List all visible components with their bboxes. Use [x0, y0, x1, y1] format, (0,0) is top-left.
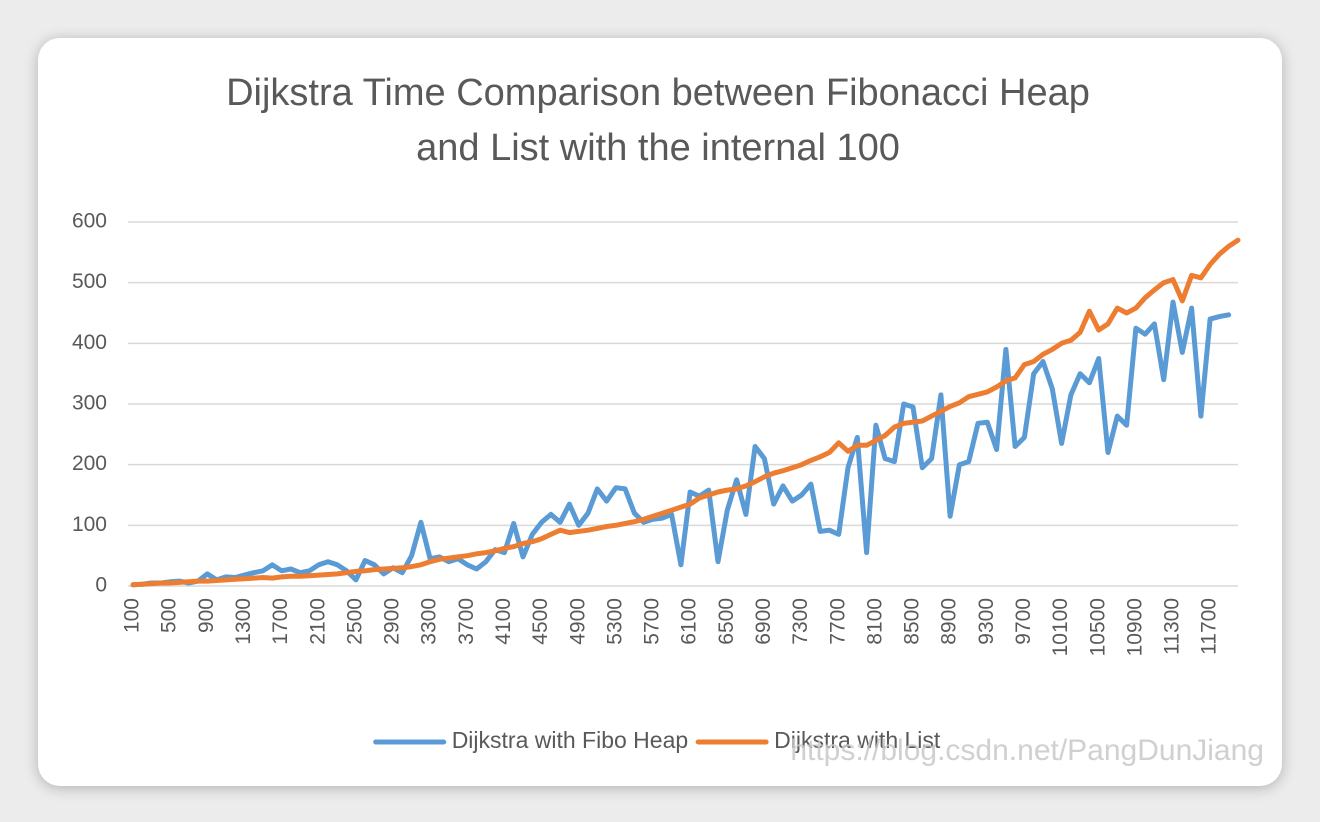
legend-label: Dijkstra with Fibo Heap: [452, 727, 688, 753]
y-tick-label: 300: [72, 392, 107, 415]
x-tick-label: 10100: [1049, 598, 1072, 656]
x-tick-label: 8900: [938, 598, 961, 645]
chart-title: Dijkstra Time Comparison between Fibonac…: [226, 72, 1090, 114]
watermark: https://blog.csdn.net/PangDunJiang: [790, 734, 1264, 767]
x-tick-label: 9300: [975, 598, 998, 645]
data-line: [130, 237, 1241, 588]
x-tick-label: 9700: [1012, 598, 1035, 645]
x-tick-label: 11700: [1198, 598, 1221, 655]
x-tick-label: 5300: [603, 598, 626, 645]
y-tick-label: 100: [72, 513, 107, 536]
x-tick-label: 6900: [752, 598, 775, 645]
x-tick-label: 1700: [269, 598, 292, 645]
x-tick-label: 2100: [306, 598, 329, 645]
x-tick-label: 4900: [566, 598, 589, 645]
x-tick-label: 8100: [863, 598, 886, 645]
x-tick-label: 5700: [641, 598, 664, 645]
x-tick-label: 8500: [901, 598, 924, 645]
x-tick-label: 7300: [789, 598, 812, 645]
x-tick-label: 4100: [492, 598, 515, 645]
x-tick-label: 4500: [529, 598, 552, 645]
x-tick-label: 3300: [418, 598, 441, 645]
data-line: [130, 299, 1232, 588]
x-tick-label: 10500: [1086, 598, 1109, 656]
chart-title: and List with the internal 100: [416, 127, 900, 169]
x-tick-label: 500: [158, 598, 181, 633]
y-tick-label: 500: [72, 270, 107, 293]
x-tick-label: 11300: [1161, 598, 1184, 655]
x-tick-label: 6100: [678, 598, 701, 645]
chart-card: [38, 38, 1282, 786]
y-tick-label: 400: [72, 331, 107, 354]
x-tick-label: 7700: [826, 598, 849, 645]
y-tick-label: 600: [72, 210, 107, 233]
x-tick-label: 10900: [1123, 598, 1146, 656]
legend-label: Dijkstra with List: [774, 727, 941, 753]
x-tick-label: 900: [195, 598, 218, 633]
y-tick-label: 200: [72, 452, 107, 475]
x-tick-label: 2900: [381, 598, 404, 645]
x-tick-label: 2500: [343, 598, 366, 645]
y-tick-label: 0: [95, 574, 107, 597]
x-tick-label: 1300: [232, 598, 255, 645]
x-tick-label: 3700: [455, 598, 478, 645]
x-tick-label: 6500: [715, 598, 738, 645]
x-tick-label: 100: [121, 598, 144, 633]
